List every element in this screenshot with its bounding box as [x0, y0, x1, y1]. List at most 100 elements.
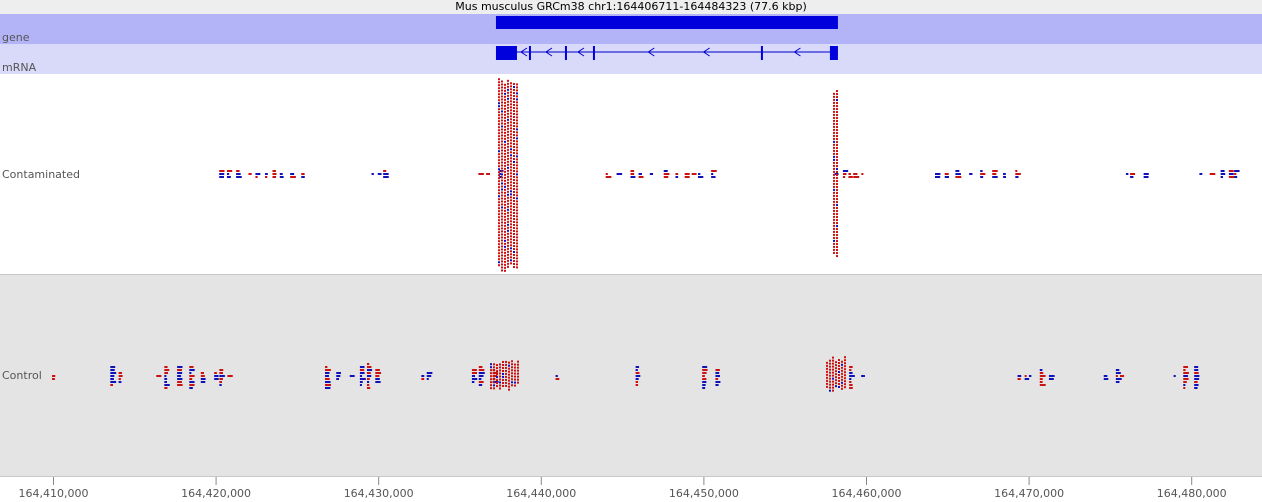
- read: [359, 381, 363, 383]
- read: [833, 206, 835, 209]
- read: [498, 228, 500, 231]
- read: [426, 372, 433, 374]
- read: [507, 187, 509, 190]
- read: [501, 242, 503, 245]
- read: [842, 173, 847, 175]
- read: [510, 109, 512, 112]
- read: [510, 139, 512, 142]
- read: [1103, 378, 1109, 380]
- read: [478, 375, 484, 377]
- read: [510, 157, 512, 160]
- read: [833, 173, 835, 176]
- read: [1194, 387, 1198, 389]
- read: [510, 178, 512, 181]
- read: [675, 176, 679, 178]
- read: [507, 256, 509, 259]
- read: [507, 226, 509, 229]
- read: [507, 88, 509, 91]
- read: [1130, 173, 1136, 175]
- read: [516, 218, 518, 221]
- read: [516, 179, 518, 182]
- read: [164, 384, 170, 386]
- read: [853, 176, 860, 178]
- read: [508, 373, 510, 376]
- read: [493, 378, 495, 381]
- read: [844, 383, 846, 386]
- read: [605, 176, 612, 178]
- read: [507, 130, 509, 133]
- read: [833, 95, 835, 98]
- read: [507, 103, 509, 106]
- read: [507, 259, 509, 262]
- read: [177, 372, 183, 374]
- read: [110, 381, 117, 383]
- read: [505, 384, 507, 387]
- read: [514, 369, 516, 372]
- read: [516, 263, 518, 266]
- read: [514, 366, 516, 369]
- read: [826, 379, 828, 382]
- read: [177, 384, 183, 386]
- read: [501, 158, 503, 161]
- read: [832, 380, 834, 383]
- read: [516, 242, 518, 245]
- read: [513, 148, 515, 151]
- read: [663, 176, 669, 178]
- read: [502, 372, 504, 375]
- read: [833, 170, 835, 173]
- read: [504, 254, 506, 257]
- read: [507, 205, 509, 208]
- read: [836, 255, 838, 258]
- read: [513, 121, 515, 124]
- read: [501, 104, 503, 107]
- read: [504, 164, 506, 167]
- read: [493, 369, 495, 372]
- read: [513, 184, 515, 187]
- read: [507, 139, 509, 142]
- read: [510, 184, 512, 187]
- read: [849, 381, 852, 383]
- read: [279, 173, 283, 175]
- read: [501, 182, 503, 185]
- read: [630, 176, 636, 178]
- read: [635, 372, 640, 374]
- intron-arrow: [520, 47, 528, 57]
- read: [493, 381, 495, 384]
- read: [496, 370, 498, 373]
- read: [513, 163, 515, 166]
- read: [1173, 375, 1176, 377]
- read: [498, 204, 500, 207]
- read: [516, 131, 518, 134]
- read: [502, 363, 504, 366]
- read: [841, 381, 843, 384]
- read: [200, 372, 204, 374]
- read: [510, 106, 512, 109]
- read: [501, 224, 503, 227]
- read: [635, 381, 639, 383]
- read: [501, 98, 503, 101]
- read: [501, 176, 503, 179]
- read: [829, 359, 831, 362]
- read: [1115, 372, 1121, 374]
- read: [829, 380, 831, 383]
- read: [504, 107, 506, 110]
- read: [219, 170, 225, 172]
- read: [471, 369, 477, 371]
- read: [513, 106, 515, 109]
- read: [841, 378, 843, 381]
- read: [383, 170, 387, 172]
- read: [513, 133, 515, 136]
- read: [836, 186, 838, 189]
- read: [290, 176, 296, 178]
- read: [836, 108, 838, 111]
- read: [498, 141, 500, 144]
- exon: [760, 46, 763, 60]
- read: [371, 173, 374, 175]
- read: [833, 176, 835, 179]
- read: [513, 262, 515, 265]
- read: [507, 250, 509, 253]
- read: [513, 232, 515, 235]
- read: [504, 221, 506, 224]
- read: [504, 176, 506, 179]
- read: [514, 378, 516, 381]
